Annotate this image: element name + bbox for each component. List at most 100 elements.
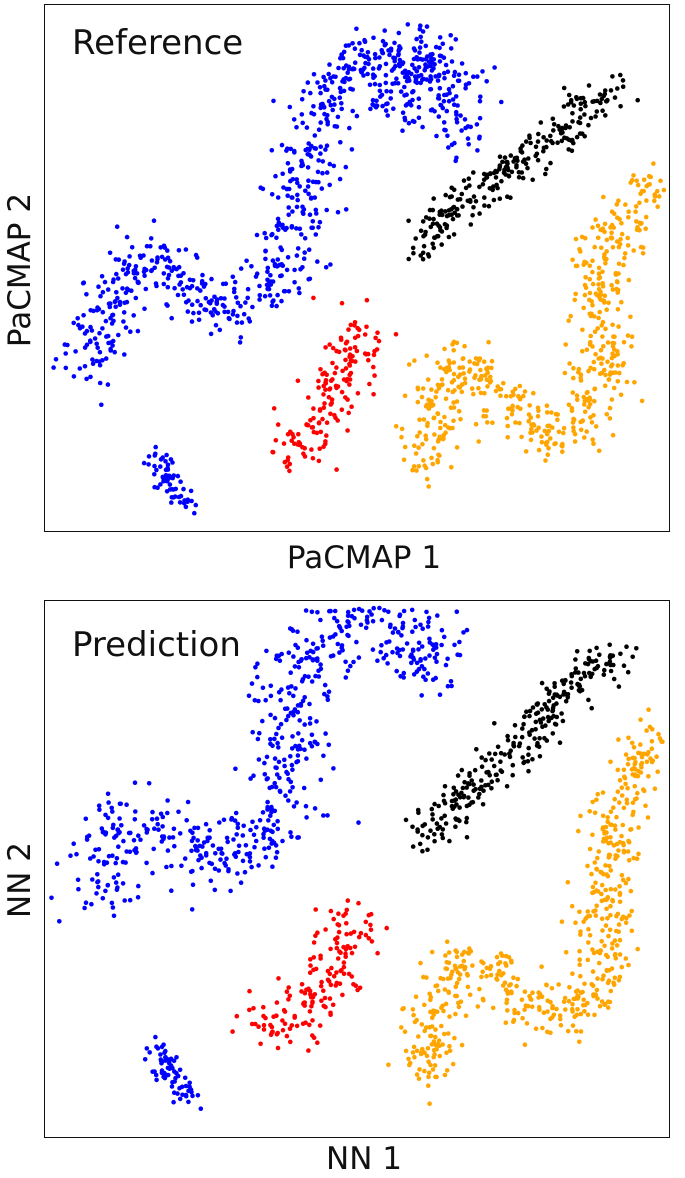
- scatter-point: [651, 161, 656, 166]
- scatter-point: [322, 995, 328, 1001]
- scatter-point: [479, 974, 484, 980]
- scatter-point: [198, 302, 203, 308]
- scatter-point: [207, 828, 212, 833]
- scatter-point: [539, 994, 545, 1000]
- scatter-point: [604, 249, 609, 254]
- scatter-point: [434, 1074, 439, 1080]
- scatter-point: [473, 199, 479, 204]
- scatter-point: [515, 976, 521, 982]
- scatter-point: [221, 817, 227, 823]
- scatter-point: [591, 366, 597, 372]
- scatter-point: [603, 261, 608, 266]
- scatter-point: [637, 228, 642, 233]
- scatter-point: [410, 467, 415, 473]
- scatter-point: [583, 275, 588, 280]
- scatter-point: [360, 67, 366, 72]
- scatter-point: [299, 982, 305, 987]
- scatter-point: [171, 1058, 177, 1064]
- scatter-point: [629, 740, 635, 746]
- scatter-point: [617, 899, 623, 905]
- scatter-point: [388, 89, 394, 94]
- scatter-point: [91, 854, 96, 859]
- scatter-point: [388, 622, 393, 628]
- scatter-point: [306, 247, 312, 252]
- scatter-point: [335, 209, 341, 215]
- scatter-point: [294, 226, 299, 231]
- scatter-point: [416, 464, 422, 469]
- scatter-point: [167, 482, 173, 487]
- scatter-point: [336, 911, 341, 916]
- scatter-point: [512, 1010, 517, 1016]
- scatter-point: [477, 786, 483, 792]
- scatter-point: [149, 258, 155, 263]
- scatter-point: [491, 197, 497, 203]
- scatter-point: [462, 779, 467, 785]
- prediction-scatter: [49, 605, 665, 1111]
- scatter-point: [265, 265, 271, 271]
- scatter-point: [300, 120, 305, 126]
- scatter-point: [585, 957, 591, 963]
- scatter-point: [601, 344, 606, 349]
- scatter-point: [487, 773, 493, 778]
- scatter-point: [135, 279, 141, 285]
- scatter-point: [368, 927, 374, 932]
- scatter-point: [539, 434, 544, 439]
- scatter-point: [590, 884, 596, 890]
- scatter-point: [368, 911, 374, 917]
- scatter-point: [396, 30, 402, 36]
- scatter-point: [441, 634, 447, 640]
- scatter-point: [282, 763, 287, 769]
- scatter-point: [262, 760, 267, 766]
- scatter-point: [521, 393, 526, 399]
- scatter-point: [525, 759, 531, 764]
- scatter-point: [306, 395, 311, 400]
- scatter-point: [495, 777, 500, 783]
- scatter-point: [316, 158, 321, 163]
- scatter-point: [396, 52, 401, 58]
- scatter-point: [321, 392, 326, 397]
- scatter-point: [251, 832, 257, 838]
- scatter-point: [544, 166, 549, 172]
- scatter-point: [107, 250, 113, 256]
- prediction-x-axis-label: NN 1: [326, 1141, 402, 1177]
- scatter-point: [103, 356, 109, 361]
- scatter-point: [351, 929, 357, 935]
- scatter-point: [315, 610, 320, 615]
- scatter-point: [97, 330, 102, 336]
- scatter-point: [479, 778, 484, 783]
- scatter-point: [428, 828, 433, 833]
- scatter-point: [96, 803, 102, 808]
- scatter-point: [629, 908, 634, 914]
- scatter-point: [321, 813, 326, 818]
- scatter-point: [200, 272, 205, 278]
- scatter-point: [545, 707, 551, 712]
- scatter-point: [481, 359, 487, 365]
- scatter-point: [481, 998, 486, 1003]
- scatter-point: [93, 847, 98, 853]
- scatter-point: [432, 1052, 437, 1057]
- scatter-point: [612, 95, 618, 100]
- scatter-point: [203, 296, 209, 301]
- scatter-point: [453, 797, 459, 802]
- scatter-point: [486, 339, 491, 345]
- scatter-point: [473, 373, 478, 378]
- scatter-point: [416, 65, 422, 70]
- scatter-point: [284, 989, 290, 994]
- scatter-point: [311, 295, 316, 301]
- scatter-point: [634, 856, 640, 861]
- scatter-point: [347, 382, 352, 387]
- scatter-point: [497, 154, 503, 159]
- scatter-point: [329, 397, 335, 402]
- scatter-point: [477, 115, 483, 121]
- scatter-point: [386, 1062, 391, 1068]
- scatter-point: [290, 209, 295, 214]
- scatter-point: [327, 62, 332, 67]
- scatter-point: [333, 74, 338, 80]
- scatter-point: [316, 378, 321, 384]
- scatter-point: [295, 629, 300, 634]
- scatter-point: [84, 376, 89, 382]
- scatter-point: [572, 439, 578, 444]
- scatter-point: [544, 982, 549, 988]
- scatter-point: [417, 1067, 422, 1072]
- scatter-point: [448, 46, 454, 51]
